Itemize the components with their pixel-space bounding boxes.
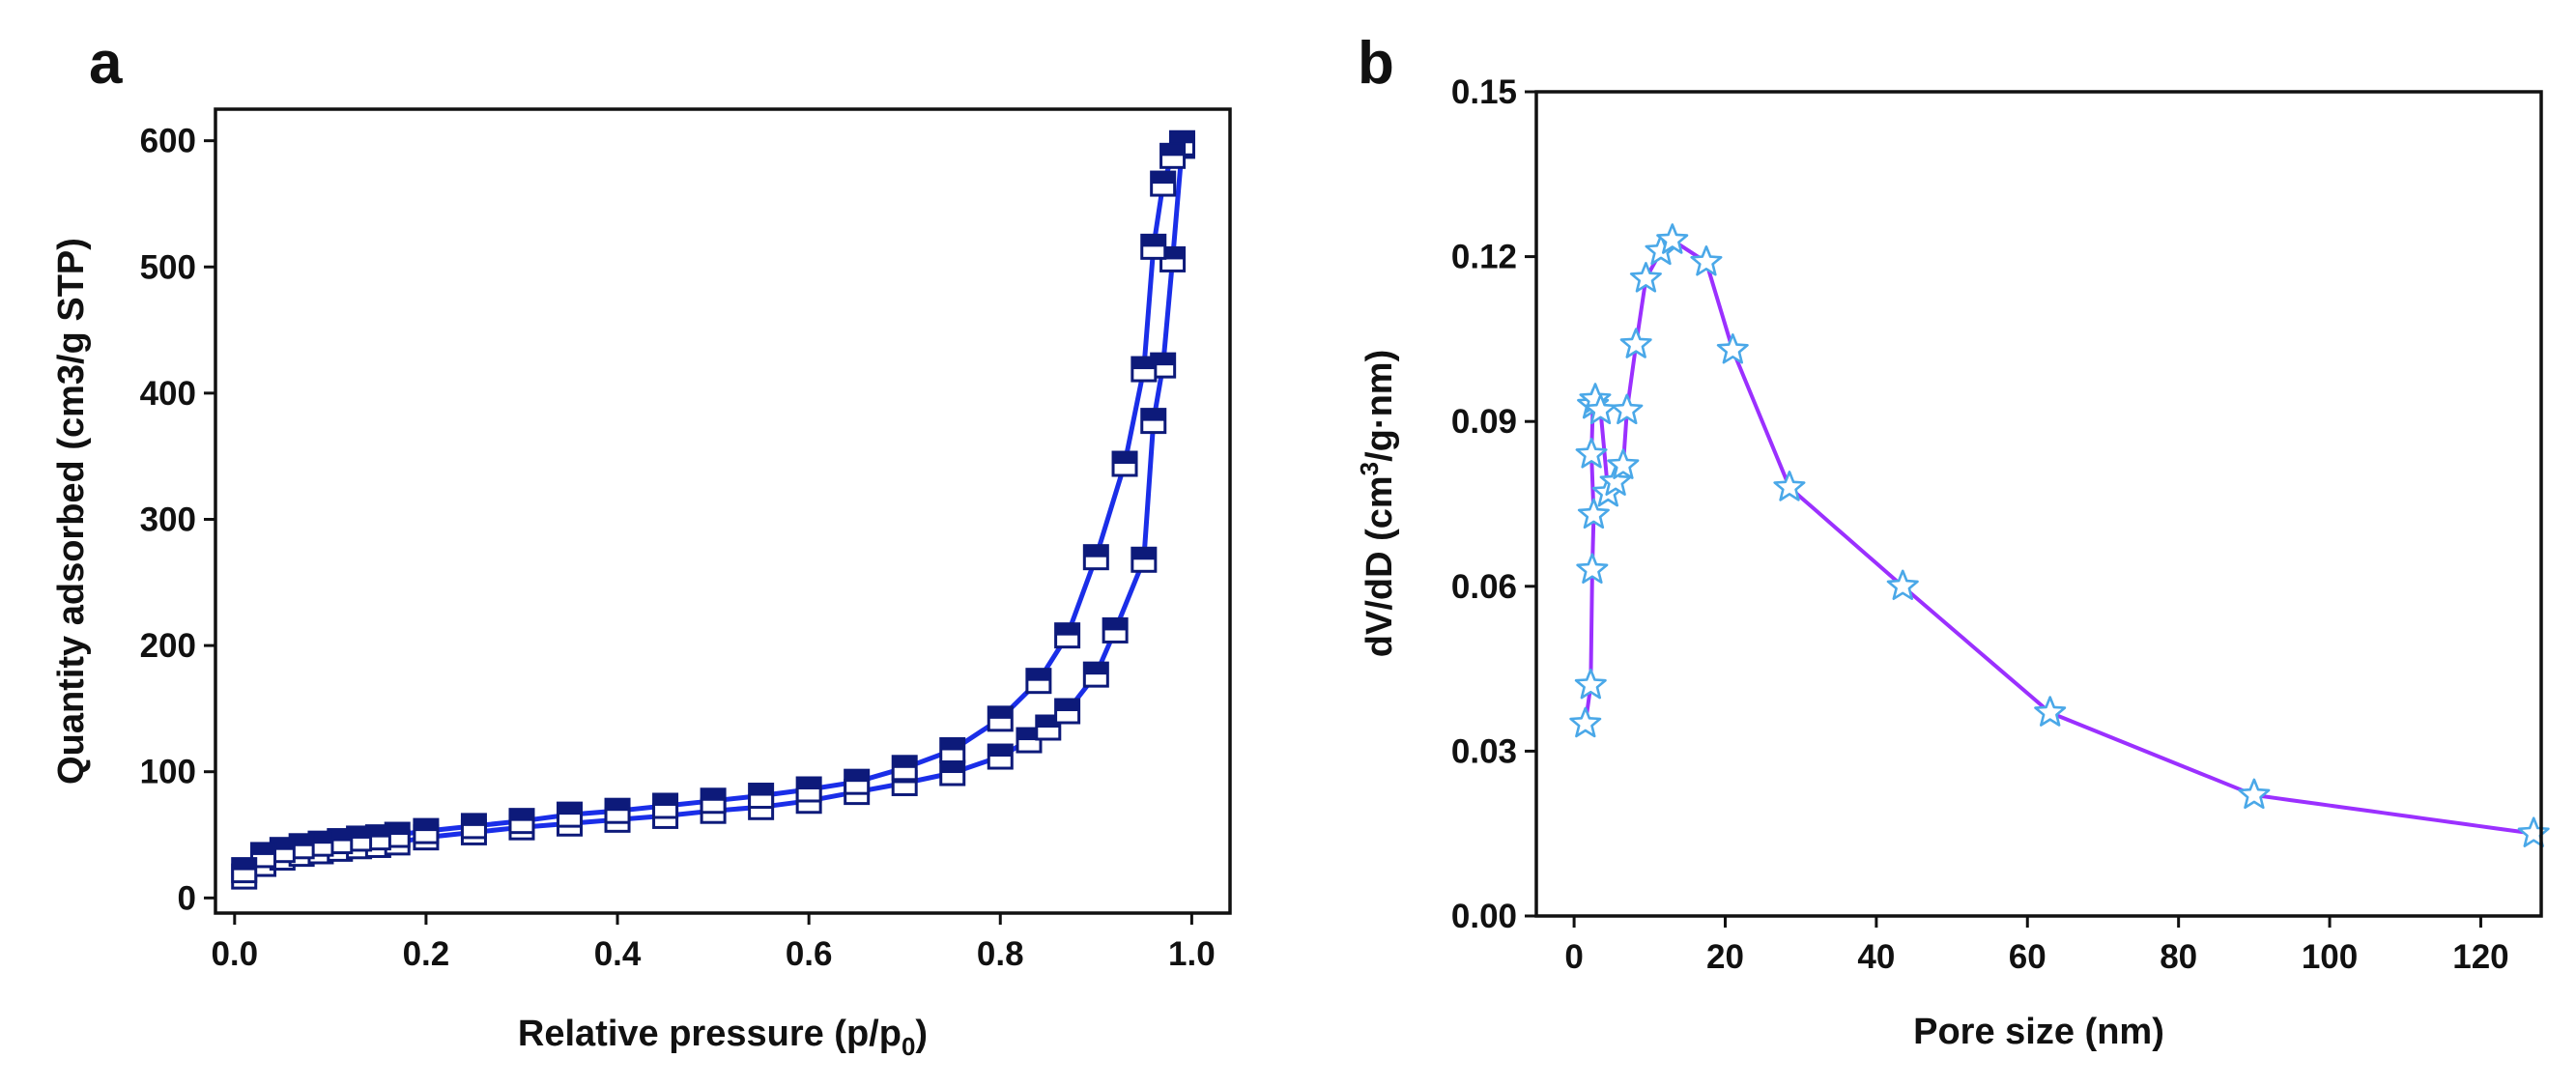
panel-a-label: a <box>89 30 123 97</box>
data-point-marker <box>652 792 679 819</box>
data-point-star <box>1611 393 1644 425</box>
data-point-marker <box>557 801 584 828</box>
y-tick-label: 0.06 <box>1451 568 1517 606</box>
x-tick-label: 20 <box>1706 938 1744 976</box>
data-point-marker <box>1131 356 1158 383</box>
data-point-marker <box>604 797 631 824</box>
data-point-star <box>1690 245 1723 276</box>
x-tick-label: 0 <box>1564 938 1583 976</box>
data-point-marker <box>987 743 1014 770</box>
data-point-marker <box>1150 170 1177 197</box>
data-point-star <box>1629 262 1662 293</box>
data-point-marker <box>700 787 727 815</box>
data-point-star <box>1575 438 1608 469</box>
y-tick-label: 0 <box>178 879 196 917</box>
data-point-marker <box>231 857 258 884</box>
y-tick-label: 0.03 <box>1451 732 1517 770</box>
data-point-marker <box>939 759 966 787</box>
data-point-marker <box>1082 661 1109 688</box>
data-point-marker <box>460 813 487 840</box>
y-tick-label: 0.15 <box>1451 73 1517 111</box>
panel-b-label: b <box>1358 30 1394 97</box>
x-tick-label: 0.2 <box>403 935 450 973</box>
panel-b-x-axis-title: Pore size (nm) <box>1913 1012 2164 1052</box>
x-tick-label: 80 <box>2160 938 2197 976</box>
panel-a-frame <box>214 107 1232 915</box>
x-tick-label: 0.0 <box>211 935 258 973</box>
data-point-star <box>2238 778 2271 810</box>
panel-a-y-axis-title: Quantity adsorbed (cm3/g STP) <box>51 238 92 785</box>
data-point-star <box>1619 328 1652 358</box>
x-tick-label: 40 <box>1857 938 1895 976</box>
data-point-marker <box>1159 142 1187 169</box>
series-line-a-0 <box>243 145 1185 879</box>
data-point-marker <box>1131 546 1158 573</box>
panel-a-series-lines <box>243 141 1185 879</box>
data-point-marker <box>508 808 535 835</box>
y-tick-label: 0.00 <box>1451 898 1517 935</box>
data-point-marker <box>987 705 1014 732</box>
y-tick-label: 600 <box>140 123 196 160</box>
data-point-marker <box>844 768 871 795</box>
panel-b-ticks: 0 20 40 60 80 100 120 0.00 0.03 0.06 0.09 0.12 0.15 <box>1451 73 2509 976</box>
x-tick-label: 120 <box>2452 938 2508 976</box>
data-point-star <box>1716 333 1749 364</box>
panel-a-x-axis-title: Relative pressure (p/p0) <box>518 1014 928 1061</box>
data-point-star <box>1577 498 1610 529</box>
data-point-marker <box>891 755 918 782</box>
data-point-marker <box>1140 408 1167 435</box>
data-point-star <box>1656 223 1689 254</box>
series-line-a-1 <box>243 141 1185 872</box>
data-point-marker <box>1054 698 1081 725</box>
data-point-marker <box>748 783 775 810</box>
x-tick-label: 60 <box>2009 938 2046 976</box>
data-point-marker <box>1035 714 1062 741</box>
data-point-star <box>2517 816 2550 847</box>
panel-b-pore-size: b 0 20 40 60 80 100 120 0.00 0.03 0.06 0.09 0.12 0.1… <box>1355 30 2550 1052</box>
panel-a-isotherm: a 0.0 0.2 0.4 0.6 0.8 1.00100200300400500600 … <box>51 30 1232 1061</box>
x-tick-label: 0.8 <box>977 935 1024 973</box>
data-point-star <box>1574 668 1607 700</box>
y-tick-label: 0.12 <box>1451 239 1517 276</box>
panel-b-y-axis-title: dV/dD (cm3/g·nm) <box>1355 350 1400 657</box>
data-point-marker <box>939 737 966 764</box>
data-point-star <box>1773 471 1806 501</box>
data-point-star <box>1576 553 1609 584</box>
x-tick-label: 1.0 <box>1168 935 1216 973</box>
data-point-marker <box>413 817 440 844</box>
data-point-star <box>1599 465 1632 496</box>
x-tick-label: 0.6 <box>786 935 833 973</box>
data-point-marker <box>327 828 354 855</box>
data-point-marker <box>1140 233 1167 260</box>
data-point-marker <box>1102 616 1129 644</box>
data-point-marker <box>1111 450 1138 477</box>
data-point-star <box>1886 569 1919 600</box>
y-tick-label: 500 <box>140 248 196 286</box>
panel-b-markers <box>1569 223 2550 847</box>
panel-a-markers <box>231 129 1195 890</box>
data-point-marker <box>1054 622 1081 649</box>
y-tick-label: 400 <box>140 375 196 413</box>
x-tick-label: 100 <box>2302 938 2358 976</box>
y-tick-label: 0.09 <box>1451 403 1517 441</box>
panel-a-ticks: 0.0 0.2 0.4 0.6 0.8 1.0 0 100 200 300 400 500 600 <box>140 123 1216 973</box>
data-point-marker <box>1082 544 1109 571</box>
data-point-star <box>2034 696 2067 727</box>
data-point-star <box>1569 706 1602 738</box>
panel-b-frame <box>1534 90 2543 918</box>
y-tick-label: 100 <box>140 754 196 791</box>
panel-b-series-lines <box>1583 238 2534 836</box>
y-tick-label: 300 <box>140 501 196 538</box>
series-line-b-0 <box>1583 238 2534 836</box>
y-tick-label: 200 <box>140 627 196 665</box>
data-point-marker <box>795 776 822 803</box>
x-tick-label: 0.4 <box>594 935 642 973</box>
data-point-star <box>1607 448 1640 479</box>
data-point-marker <box>1025 668 1052 695</box>
